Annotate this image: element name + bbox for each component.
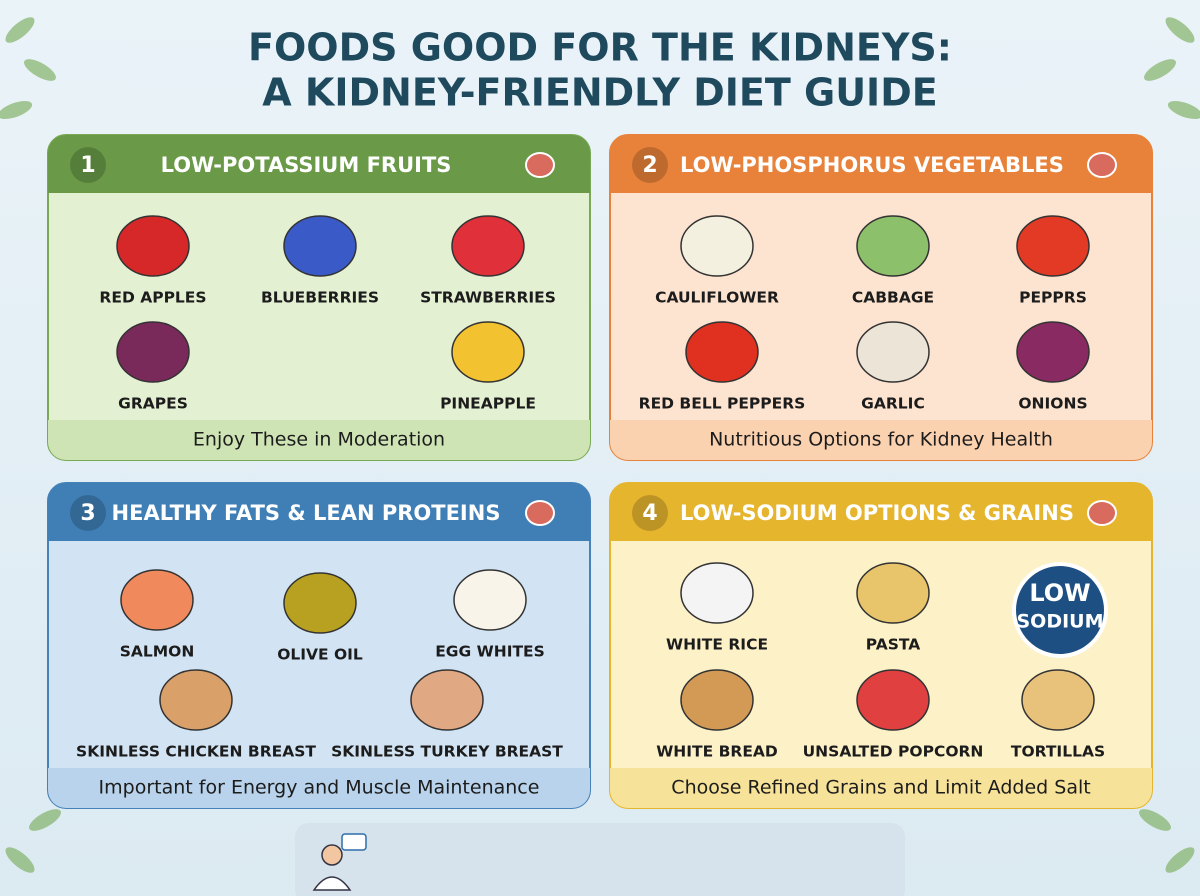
section-footer-text: Nutritious Options for Kidney Health — [709, 429, 1053, 451]
low-sodium-text: SODIUM — [1016, 611, 1103, 633]
food-label: TORTILLAS — [1011, 743, 1105, 761]
food-illustration — [283, 572, 357, 634]
section-number-badge — [70, 147, 106, 183]
food-illustration — [1016, 215, 1090, 277]
section-header — [48, 135, 590, 193]
food-illustration — [116, 321, 190, 383]
food-illustration — [451, 215, 525, 277]
food-illustration — [856, 215, 930, 277]
section-heading: HEALTHY FATS & LEAN PROTEINS — [112, 501, 501, 525]
food-illustration — [680, 669, 754, 731]
food-label: GRAPES — [118, 395, 188, 413]
food-illustration — [120, 569, 194, 631]
kidney-icon — [525, 500, 555, 526]
low-sodium-badge — [1012, 562, 1108, 658]
food-illustration — [856, 669, 930, 731]
food-label: EGG WHITES — [435, 643, 545, 661]
food-label: UNSALTED POPCORN — [803, 743, 984, 761]
kidney-icon — [1087, 152, 1117, 178]
title: FOODS GOOD FOR THE KIDNEYS: — [248, 26, 952, 70]
food-label: PINEAPPLE — [440, 395, 536, 413]
kidney-icon — [1087, 500, 1117, 526]
kidney-icon — [525, 152, 555, 178]
section-footer — [610, 420, 1152, 460]
food-illustration — [1016, 321, 1090, 383]
food-label: SKINLESS CHICKEN BREAST — [76, 743, 316, 761]
section-number: 1 — [80, 153, 95, 178]
food-illustration — [410, 669, 484, 731]
food-label: RED BELL PEPPERS — [639, 395, 806, 413]
food-illustration — [116, 215, 190, 277]
food-label: CABBAGE — [852, 289, 934, 307]
section-number: 4 — [642, 501, 657, 526]
section-footer — [610, 768, 1152, 808]
section-number-badge — [632, 147, 668, 183]
food-illustration — [453, 569, 527, 631]
doctor-icon — [312, 833, 367, 891]
food-label: CAULIFLOWER — [655, 289, 779, 307]
section-number-badge — [70, 495, 106, 531]
low-sodium-text: LOW — [1029, 579, 1090, 607]
section-footer-text: Choose Refined Grains and Limit Added Sa… — [671, 777, 1090, 799]
food-illustration — [159, 669, 233, 731]
section-header — [48, 483, 590, 541]
food-illustration — [680, 215, 754, 277]
food-illustration — [1021, 669, 1095, 731]
section-footer — [48, 768, 590, 808]
section-footer-text: Enjoy These in Moderation — [193, 429, 445, 451]
food-illustration — [680, 562, 754, 624]
section-footer — [48, 420, 590, 460]
food-label: PASTA — [866, 636, 920, 654]
section-number: 2 — [642, 153, 657, 178]
section-heading: LOW-SODIUM OPTIONS & GRAINS — [680, 501, 1074, 525]
food-label: SALMON — [120, 643, 195, 661]
food-illustration — [283, 215, 357, 277]
food-label: GARLIC — [861, 395, 925, 413]
section-heading: LOW-PHOSPHORUS VEGETABLES — [680, 153, 1064, 177]
food-label: WHITE RICE — [666, 636, 768, 654]
food-illustration — [856, 321, 930, 383]
food-illustration — [685, 321, 759, 383]
food-label: PEPPRS — [1019, 289, 1087, 307]
food-label: BLUEBERRIES — [261, 289, 379, 307]
food-illustration — [856, 562, 930, 624]
section-number: 3 — [80, 501, 95, 526]
section-footer-text: Important for Energy and Muscle Maintena… — [99, 777, 540, 799]
food-label: STRAWBERRIES — [420, 289, 556, 307]
food-label: ONIONS — [1018, 395, 1087, 413]
food-illustration — [451, 321, 525, 383]
leaf-decoration — [0, 17, 1200, 873]
food-label: OLIVE OIL — [277, 646, 363, 664]
section-header — [610, 135, 1152, 193]
food-label: SKINLESS TURKEY BREAST — [331, 743, 563, 761]
food-label: WHITE BREAD — [656, 743, 778, 761]
section-heading: LOW-POTASSIUM FRUITS — [161, 153, 452, 177]
section-header — [610, 483, 1152, 541]
section-number-badge — [632, 495, 668, 531]
food-label: RED APPLES — [99, 289, 206, 307]
notice-box — [295, 823, 905, 896]
title: A KIDNEY-FRIENDLY DIET GUIDE — [262, 71, 937, 115]
